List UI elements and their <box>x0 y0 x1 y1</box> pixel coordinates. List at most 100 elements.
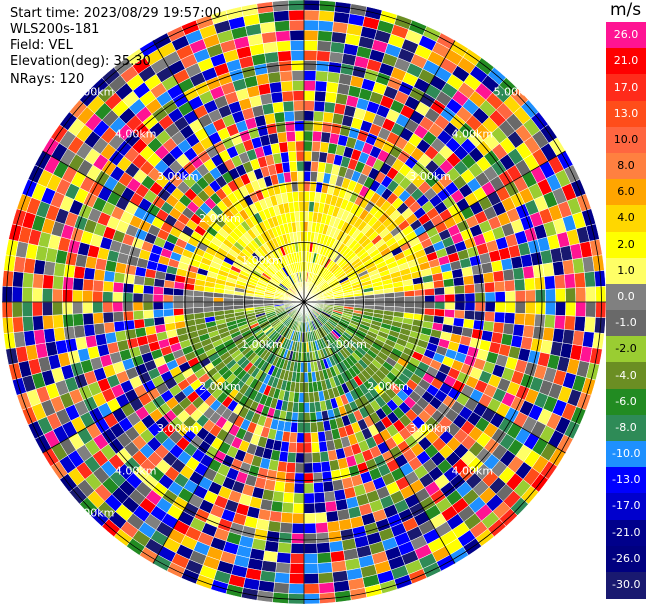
gate-cell <box>316 552 332 564</box>
field-name: Field: VEL <box>10 38 73 53</box>
gate-cell <box>282 100 295 113</box>
gate-cell <box>173 308 185 316</box>
gate-cell <box>534 313 546 328</box>
gate-cell <box>132 283 145 294</box>
gate-cell <box>542 327 555 342</box>
gate-cell <box>463 283 476 294</box>
gate-cell <box>162 301 174 310</box>
colorbar-label: 26.0 <box>613 28 639 42</box>
gate-cell <box>504 301 516 314</box>
gate-cell <box>299 221 305 232</box>
gate-cell <box>274 20 291 32</box>
gate-cell <box>331 31 347 44</box>
gate-cell <box>123 319 136 331</box>
gate-cell <box>261 560 277 573</box>
gate-cell <box>493 311 506 324</box>
gate-cell <box>524 277 536 291</box>
gate-cell <box>266 122 278 135</box>
range-ring-label: 5.00km <box>494 86 536 99</box>
gate-cell <box>267 71 282 84</box>
range-ring-label: 3.00km <box>157 422 199 435</box>
range-ring-label: 4.00km <box>115 128 157 141</box>
gate-cell <box>404 301 415 309</box>
gate-cell <box>303 160 312 172</box>
gate-cell <box>292 191 299 203</box>
gate-cell <box>471 264 484 276</box>
gate-cell <box>243 301 254 306</box>
gate-cell <box>73 265 86 280</box>
gate-cell <box>288 583 305 595</box>
gate-cell <box>213 301 224 307</box>
gate-cell <box>261 31 277 44</box>
gate-cell <box>1 301 13 319</box>
gate-cell <box>173 314 185 323</box>
gate-cell <box>284 471 296 484</box>
gate-cell <box>303 0 321 11</box>
gate-cell <box>294 211 301 223</box>
gate-cell <box>331 560 347 573</box>
gate-cell <box>213 297 224 303</box>
gate-cell <box>316 542 331 554</box>
gate-cell <box>277 50 292 62</box>
gate-cell <box>303 532 317 544</box>
gate-cell <box>303 9 320 21</box>
gate-cell <box>281 501 294 514</box>
colorbar-label: 1.0 <box>617 263 635 277</box>
gate-cell <box>33 329 46 345</box>
gate-cell <box>303 29 319 41</box>
gate-cell <box>303 402 311 413</box>
gate-cell <box>295 452 305 464</box>
gate-cell <box>290 171 298 183</box>
gate-cell <box>288 573 305 585</box>
colorbar-label: 2.0 <box>617 237 635 251</box>
gate-cell <box>552 328 565 344</box>
gate-cell <box>534 301 546 315</box>
gate-cell <box>311 441 321 454</box>
gate-cell <box>83 323 96 337</box>
gate-cell <box>484 301 496 313</box>
colorbar-label: -30.0 <box>612 577 641 591</box>
gate-cell <box>83 267 96 281</box>
range-ring-label: 1.00km <box>241 338 283 351</box>
gate-cell <box>313 481 325 494</box>
gate-cell <box>307 381 314 393</box>
gate-cell <box>42 301 53 316</box>
gate-cell <box>73 324 86 339</box>
gate-cell <box>303 553 318 564</box>
gate-cell <box>223 301 234 307</box>
gate-cell <box>524 301 536 315</box>
gate-cell <box>312 130 323 143</box>
gate-cell <box>303 462 314 474</box>
gate-cell <box>303 482 315 494</box>
gate-cell <box>31 301 43 317</box>
gate-cell <box>524 313 536 327</box>
gate-cell <box>102 301 114 313</box>
gate-cell <box>32 315 44 331</box>
gate-cell <box>393 291 405 298</box>
gate-cell <box>63 263 76 279</box>
gate-cell <box>280 80 294 93</box>
gate-cell <box>142 301 154 311</box>
gate-cell <box>315 522 329 534</box>
gate-cell <box>293 201 300 213</box>
gate-cell <box>203 301 214 308</box>
gate-cell <box>329 540 344 553</box>
gate-cell <box>72 313 84 327</box>
gate-cell <box>163 315 175 325</box>
gate-cell <box>283 110 295 123</box>
gate-cell <box>142 284 155 295</box>
gate-cell <box>303 211 309 222</box>
gate-cell <box>330 469 342 482</box>
gate-cell <box>321 121 333 134</box>
gate-cell <box>303 593 321 605</box>
gate-cell <box>264 51 279 64</box>
gate-cell <box>53 262 66 277</box>
gate-cell <box>303 19 320 31</box>
gate-cell <box>374 297 385 303</box>
gate-cell <box>326 520 341 533</box>
gate-cell <box>62 276 74 291</box>
gate-cell <box>303 191 311 202</box>
gate-cell <box>42 288 53 303</box>
gate-cell <box>502 322 515 336</box>
gate-cell <box>303 362 308 373</box>
